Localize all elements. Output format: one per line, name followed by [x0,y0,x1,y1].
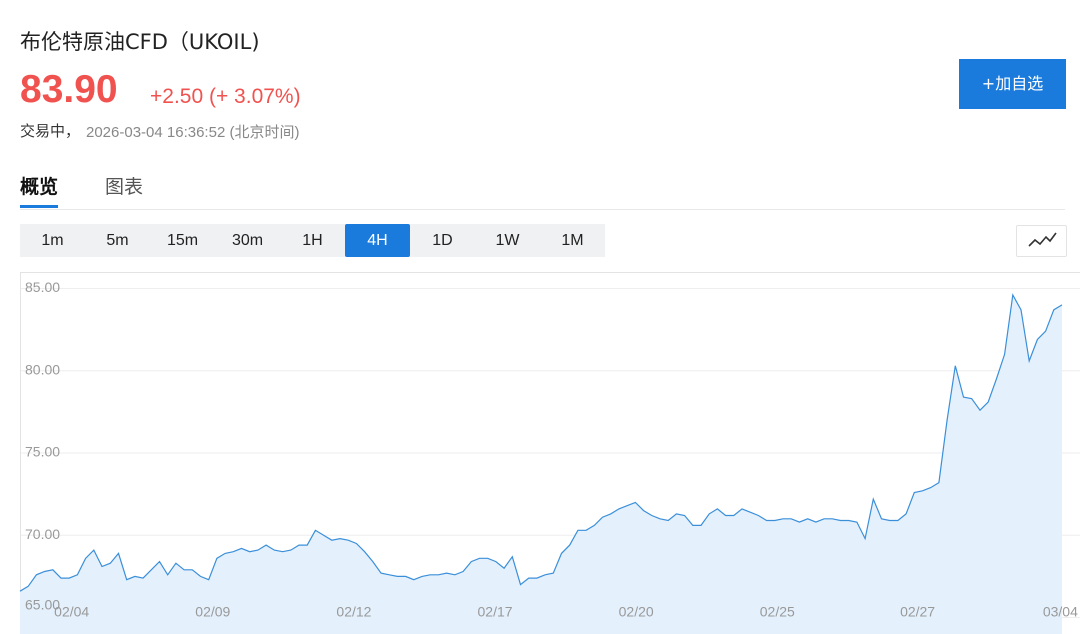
timestamp: 2026-03-04 16:36:52 (北京时间) [86,124,300,141]
interval-button[interactable]: 1D [432,232,453,249]
tab[interactable]: 概览 [20,176,59,198]
title: 布伦特原油CFD（UKOIL) [20,30,260,54]
price: 83.90 [20,68,118,111]
chart-icon [1028,232,1057,247]
x-tick-label: 02/04 [54,604,89,620]
chart-frame [20,272,1080,634]
trade-status: 交易中， [20,122,81,140]
x-tick-label: 02/17 [478,604,513,620]
tab[interactable]: 图表 [105,176,144,198]
chart-style-button[interactable] [1016,225,1067,257]
y-tick-label: 65.00 [25,597,60,613]
x-tick-label: 02/12 [336,604,371,620]
x-tick-label: 02/27 [900,604,935,620]
x-tick-label: 02/09 [195,604,230,620]
y-tick-label: 75.00 [25,444,60,460]
interval-button[interactable]: 1M [561,232,584,249]
tab-indicator [20,205,58,208]
watch-button[interactable]: +加自选 [959,59,1066,109]
interval-button[interactable]: 30m [231,232,264,249]
interval-bar: 1m 5m 15m 30m 1H 4H 1D 1W 1M [20,224,605,257]
interval-button[interactable]: 1m [41,232,64,249]
price-change: +2.50 (+ 3.07%) [150,85,301,108]
price-line [19,293,1063,592]
y-tick-label: 85.00 [25,279,60,295]
interval-button[interactable]: 1H [302,232,323,249]
y-tick-label: 70.00 [25,526,60,542]
x-tick-label: 02/20 [619,604,654,620]
y-tick-label: 80.00 [25,361,60,377]
interval-button[interactable]: 4H [345,224,410,257]
x-tick-label: 02/25 [760,604,795,620]
divider [20,209,1065,210]
x-tick-label: 03/04 [1043,604,1078,620]
interval-button[interactable]: 15m [166,232,199,249]
interval-button[interactable]: 1W [495,232,520,249]
interval-button[interactable]: 5m [106,232,129,249]
area-fill [20,295,1062,634]
